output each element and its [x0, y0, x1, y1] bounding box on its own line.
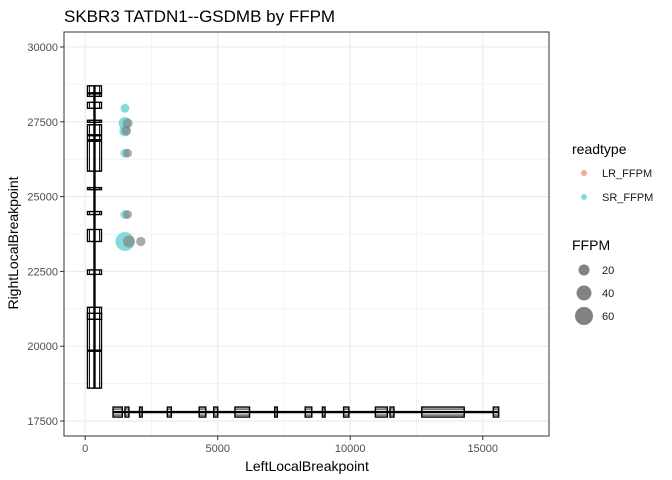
y-tick-label: 20000 [27, 341, 58, 353]
legend-size-label-60: 60 [602, 311, 614, 323]
gene-right-exon-inner [89, 306, 100, 389]
gene-left-exon-inner [274, 408, 278, 416]
gene-right-exon-inner [89, 269, 100, 275]
gene-left-exon-inner [213, 408, 219, 416]
legend-label-sr-ffpm: SR_FFPM [602, 192, 653, 204]
legend-size-key-40 [576, 285, 592, 301]
x-tick-label: 10000 [335, 443, 366, 455]
y-tick-label: 27500 [27, 117, 58, 129]
y-tick-label: 17500 [27, 416, 58, 428]
point-gray [122, 118, 133, 129]
gene-right-exon-inner [89, 312, 100, 320]
gene-right-exon-inner [89, 140, 100, 172]
y-tick-label: 22500 [27, 266, 58, 278]
point-gray [136, 236, 146, 247]
legend-key-lr-ffpm [581, 170, 587, 176]
gene-left-exon-inner [234, 408, 250, 416]
gene-right-exon-inner [89, 229, 100, 242]
gene-right-exon-inner [89, 187, 100, 191]
gene-left-exon-inner [421, 408, 465, 416]
x-axis: 0 5000 10000 15000 [82, 436, 498, 455]
gene-right-exon-inner [89, 101, 100, 109]
gridlines [64, 32, 549, 436]
gene-right-exon-inner [89, 85, 100, 97]
gene-left-exon-inner [166, 408, 172, 416]
gene-left-exon-inner [343, 408, 350, 416]
legend-size-key-60 [575, 307, 593, 325]
gene-right-exon-inner [89, 211, 100, 215]
gene-left-exon-inner [321, 408, 326, 416]
x-tick-label: 0 [82, 443, 88, 455]
x-tick-label: 5000 [205, 443, 229, 455]
legend-label-lr-ffpm: LR_FFPM [602, 168, 652, 180]
y-axis-title: RightLocalBreakpoint [5, 176, 21, 309]
gene-left-exon-inner [492, 408, 500, 416]
y-tick-label: 30000 [27, 42, 58, 54]
legend-readtype-title: readtype [572, 141, 627, 157]
chart-title: SKBR3 TATDN1--GSDMB by FFPM [64, 7, 335, 26]
legend-size-label-20: 20 [602, 265, 614, 277]
gene-left-exon-inner [374, 408, 388, 416]
plot-panel [63, 31, 550, 437]
y-axis: 17500 20000 22500 25000 27500 30000 [27, 42, 64, 428]
data-points [115, 103, 146, 251]
point-sr-ffpm [120, 103, 130, 113]
legend: readtype LR_FFPM SR_FFPM FFPM 20 40 60 [572, 141, 653, 325]
legend-size-key-20 [578, 264, 590, 276]
point-gray [123, 210, 133, 219]
point-gray [123, 148, 133, 158]
legend-size-label-40: 40 [602, 288, 614, 300]
gene-left-exon-inner [124, 408, 130, 416]
gene-left-exon-inner [304, 408, 313, 416]
gene-left-exon-inner [139, 408, 143, 416]
gene-structures [86, 85, 500, 418]
point-gray [122, 235, 135, 248]
x-axis-title: LeftLocalBreakpoint [245, 458, 369, 474]
gene-left-exon-inner [389, 408, 395, 416]
point-gray [121, 126, 131, 136]
gene-right-exon-inner [89, 119, 100, 123]
gene-right-exon-inner [89, 124, 100, 141]
x-tick-label: 15000 [467, 443, 498, 455]
legend-ffpm-title: FFPM [572, 237, 610, 253]
legend-key-sr-ffpm [581, 194, 587, 200]
panel-border [63, 31, 550, 437]
gene-left-exon-inner [198, 408, 207, 416]
y-tick-label: 25000 [27, 192, 58, 204]
gene-left-exon-inner [112, 408, 123, 416]
